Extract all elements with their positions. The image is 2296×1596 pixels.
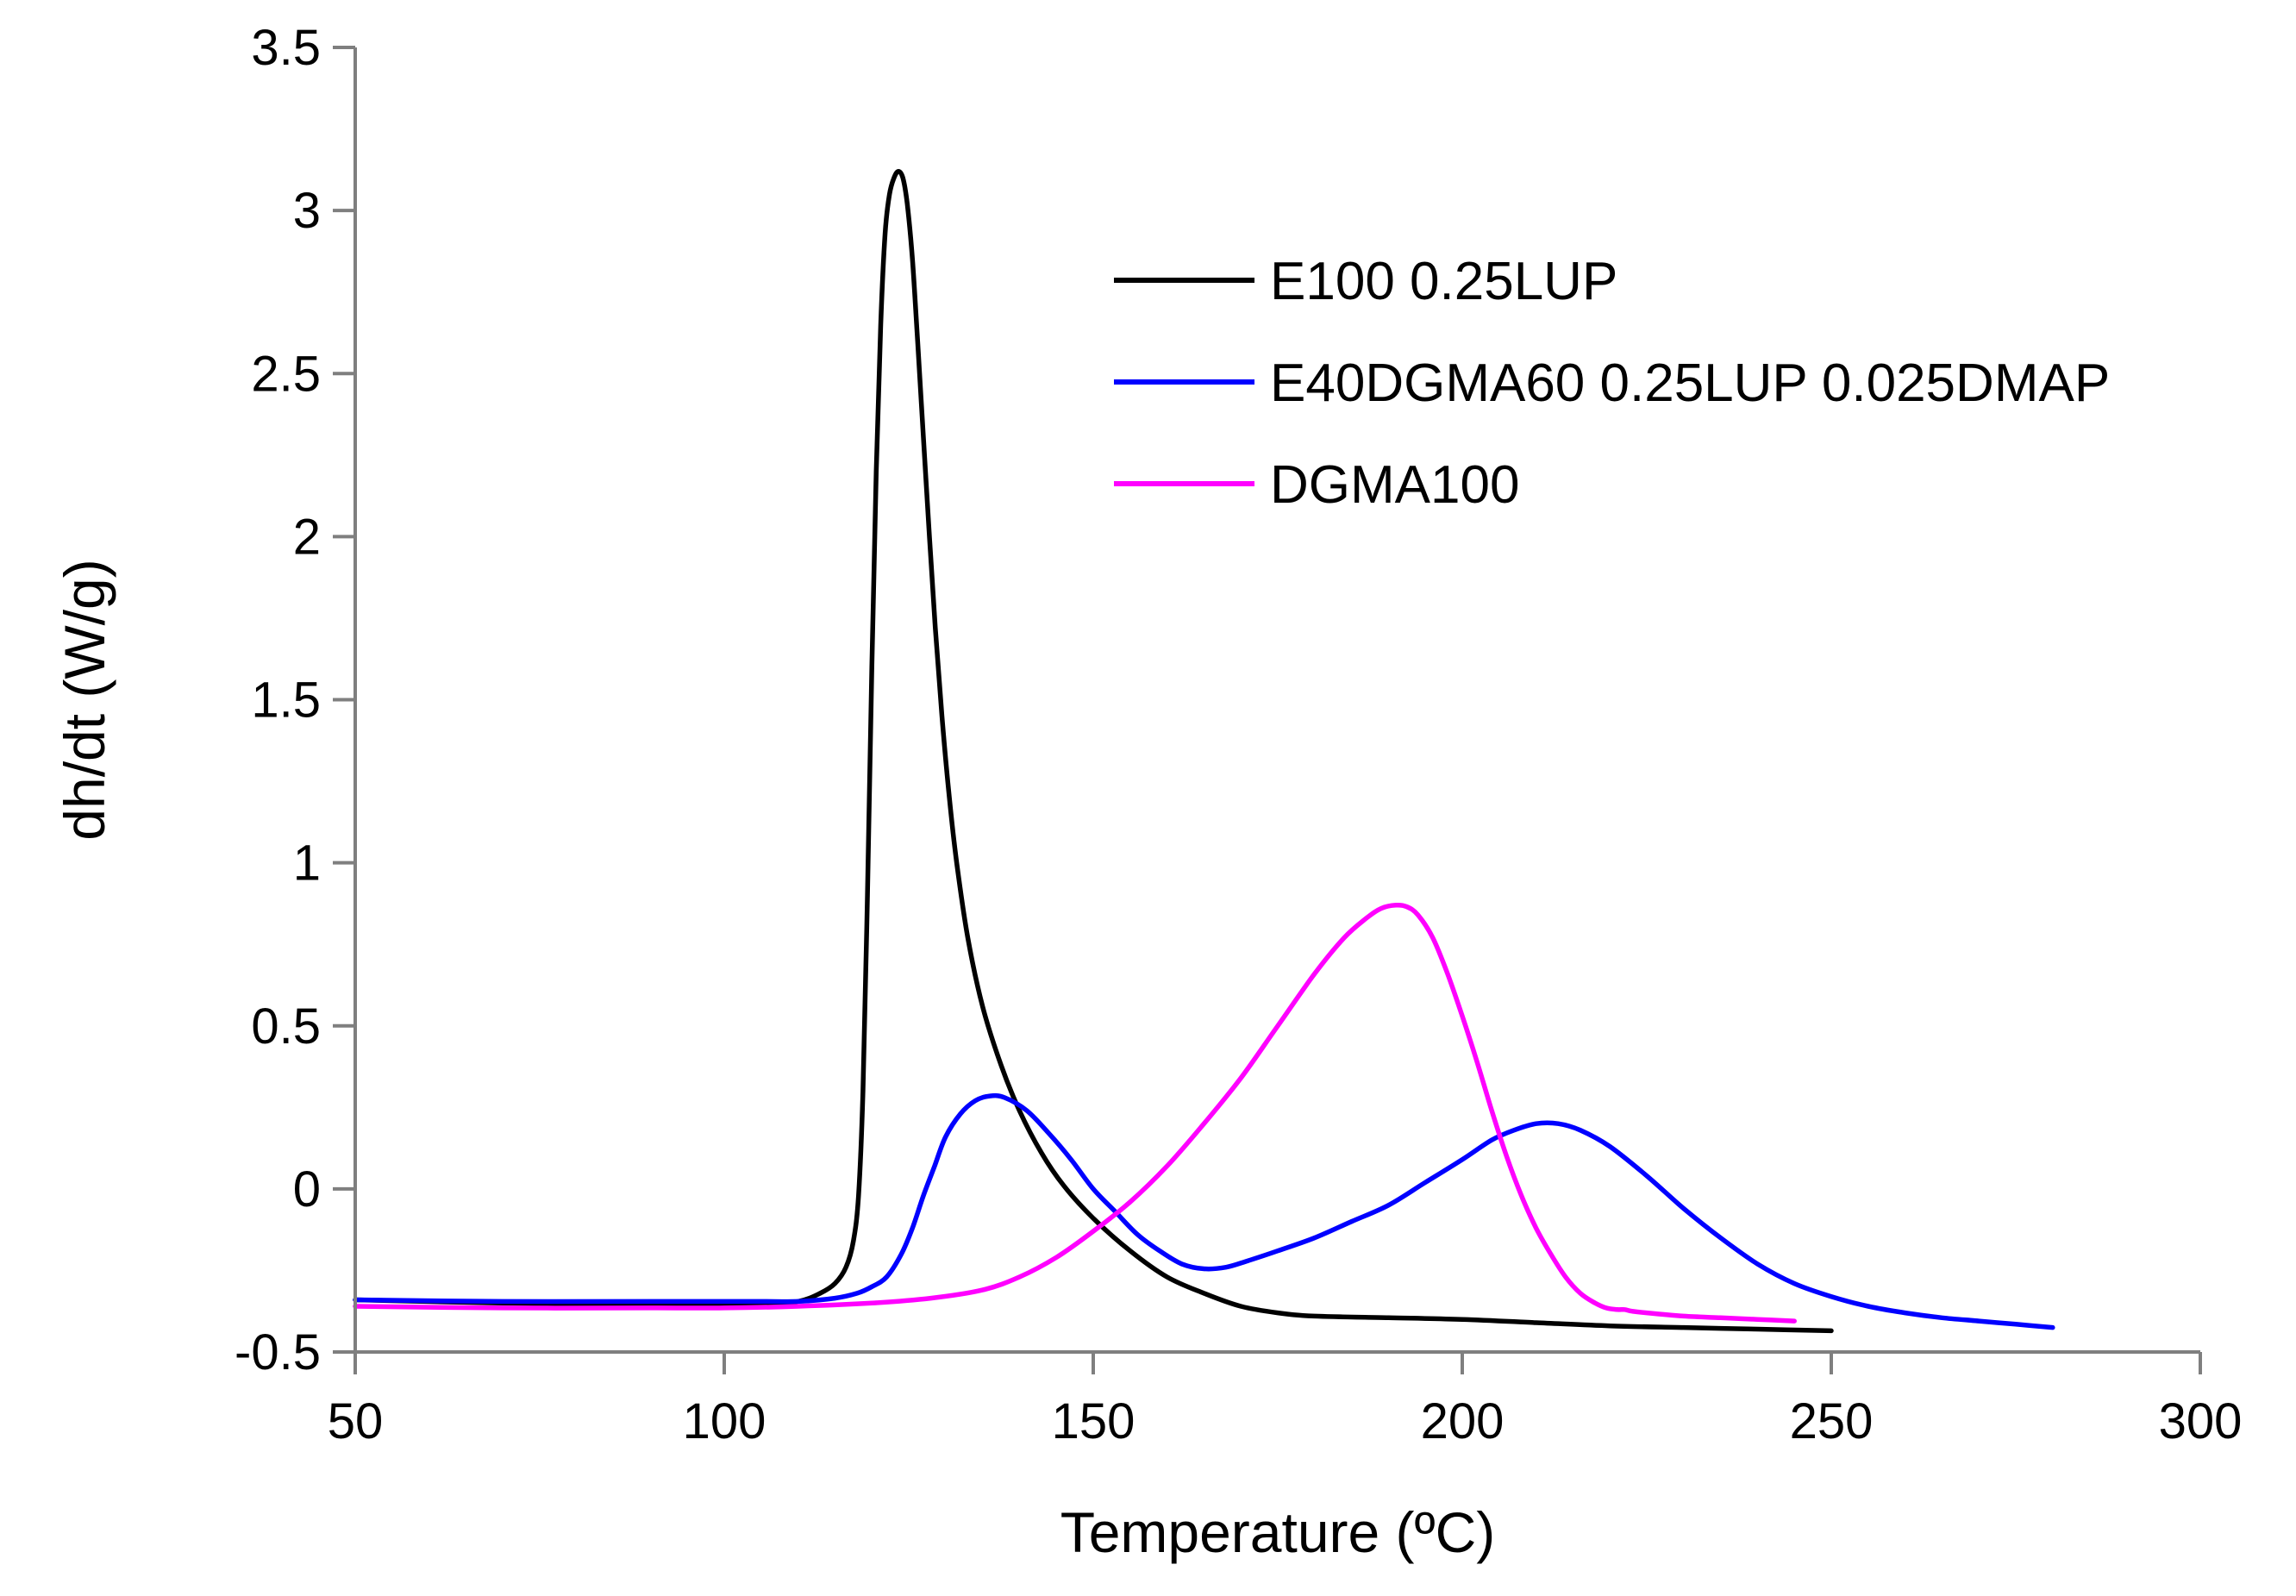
x-tick-label: 300 (2159, 1393, 2243, 1449)
y-tick-label: 0.5 (251, 998, 321, 1055)
y-axis-title: dh/dt (W/g) (53, 559, 116, 840)
axes-layer (353, 47, 2200, 1354)
x-tick-label: 250 (1790, 1393, 1874, 1449)
y-tick-label: 3.5 (251, 20, 321, 76)
x-tick-label: 200 (1421, 1393, 1505, 1449)
x-tick-label: 100 (683, 1393, 766, 1449)
legend-label-0: E100 0.25LUP (1270, 252, 1617, 311)
legend-label-1: E40DGMA60 0.25LUP 0.025DMAP (1270, 354, 2110, 413)
y-tick-label: -0.5 (235, 1324, 321, 1380)
y-tick-label: 2.5 (251, 346, 321, 402)
y-tick-label: 3 (293, 183, 321, 239)
x-tick-label: 50 (328, 1393, 384, 1449)
x-tick-label: 150 (1052, 1393, 1135, 1449)
y-tick-label: 1 (293, 836, 321, 892)
y-tick-label: 0 (293, 1161, 321, 1217)
legend: E100 0.25LUP E40DGMA60 0.25LUP 0.025DMAP D… (1114, 252, 2110, 515)
series-line-0 (353, 168, 1834, 1334)
y-tick-label: 2 (293, 509, 321, 565)
x-axis-title: Temperature (ºC) (1060, 1500, 1496, 1564)
series-layer (353, 168, 2055, 1334)
series-line-2 (353, 902, 1797, 1324)
legend-label-2: DGMA100 (1270, 455, 1519, 515)
series-line-1 (353, 1092, 2055, 1330)
ticks-layer: -0.5 0 0.5 1 1.5 2 2.5 3 3.5 50 100 150 200 250 300 (235, 20, 2242, 1449)
y-tick-label: 1.5 (251, 673, 321, 729)
